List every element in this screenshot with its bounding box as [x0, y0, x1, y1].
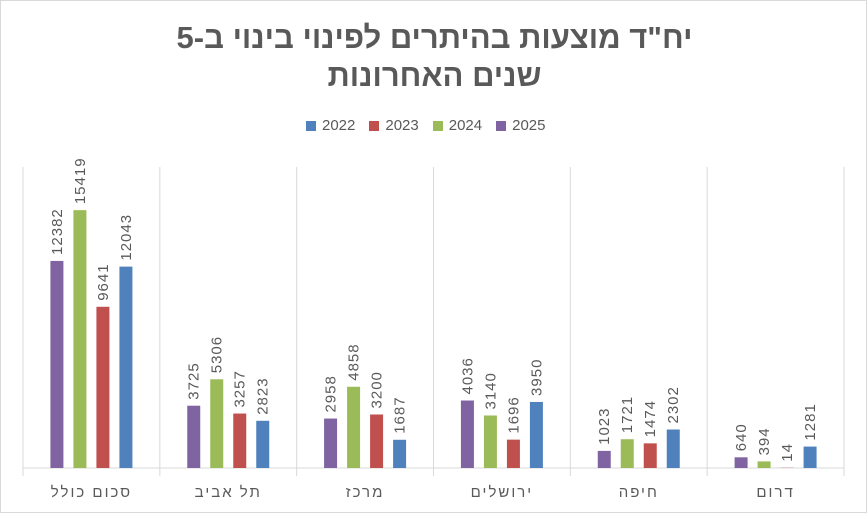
data-label: 14 — [779, 443, 796, 462]
category-label: דרום — [756, 484, 794, 501]
data-label: 1687 — [392, 396, 409, 433]
bar-2022 — [119, 267, 132, 468]
bar-2022 — [393, 440, 406, 468]
bar-2024 — [758, 461, 771, 468]
bar-2024 — [484, 415, 497, 468]
data-label: 3257 — [232, 370, 249, 407]
bar-2025 — [324, 419, 337, 468]
data-label: 5306 — [209, 336, 226, 373]
bar-2022 — [530, 402, 543, 468]
bar-2023 — [96, 307, 109, 468]
bar-2024 — [73, 210, 86, 468]
data-label: 12043 — [118, 214, 135, 261]
bar-2024 — [347, 387, 360, 468]
bar-2023 — [507, 440, 520, 468]
bar-2023 — [644, 443, 657, 468]
data-label: 2823 — [255, 377, 272, 414]
data-label: 1721 — [619, 396, 636, 433]
category-label: חיפה — [619, 484, 659, 501]
bar-2022 — [667, 430, 680, 468]
bar-2023 — [370, 414, 383, 468]
category-label: מרכז — [346, 484, 385, 501]
data-label: 4858 — [346, 343, 363, 380]
data-label: 3140 — [482, 372, 499, 409]
bar-2024 — [210, 379, 223, 468]
bar-2025 — [461, 401, 474, 468]
data-label: 4036 — [459, 357, 476, 394]
data-label: 15419 — [72, 157, 89, 204]
data-label: 3200 — [369, 371, 386, 408]
data-label: 1474 — [642, 400, 659, 437]
bar-2025 — [187, 406, 200, 468]
bar-2025 — [50, 261, 63, 468]
category-label: תל אביב — [195, 484, 262, 501]
category-label: ירושלים — [471, 484, 533, 501]
data-label: 3950 — [528, 359, 545, 396]
data-label: 2958 — [323, 375, 340, 412]
data-label: 640 — [733, 423, 750, 451]
data-label: 12382 — [49, 208, 66, 255]
data-label: 394 — [756, 427, 773, 455]
data-label: 1696 — [505, 396, 522, 433]
bar-2025 — [598, 451, 611, 468]
data-label: 1023 — [596, 408, 613, 445]
bar-2023 — [233, 414, 246, 468]
bar-2022 — [804, 447, 817, 468]
bar-2025 — [735, 457, 748, 468]
bar-2022 — [256, 421, 269, 468]
bar-2024 — [621, 439, 634, 468]
category-label: סכום כולל — [51, 484, 132, 501]
data-label: 2302 — [665, 386, 682, 423]
data-label: 1281 — [802, 403, 819, 440]
data-label: 9641 — [95, 263, 112, 300]
data-label: 3725 — [186, 362, 203, 399]
